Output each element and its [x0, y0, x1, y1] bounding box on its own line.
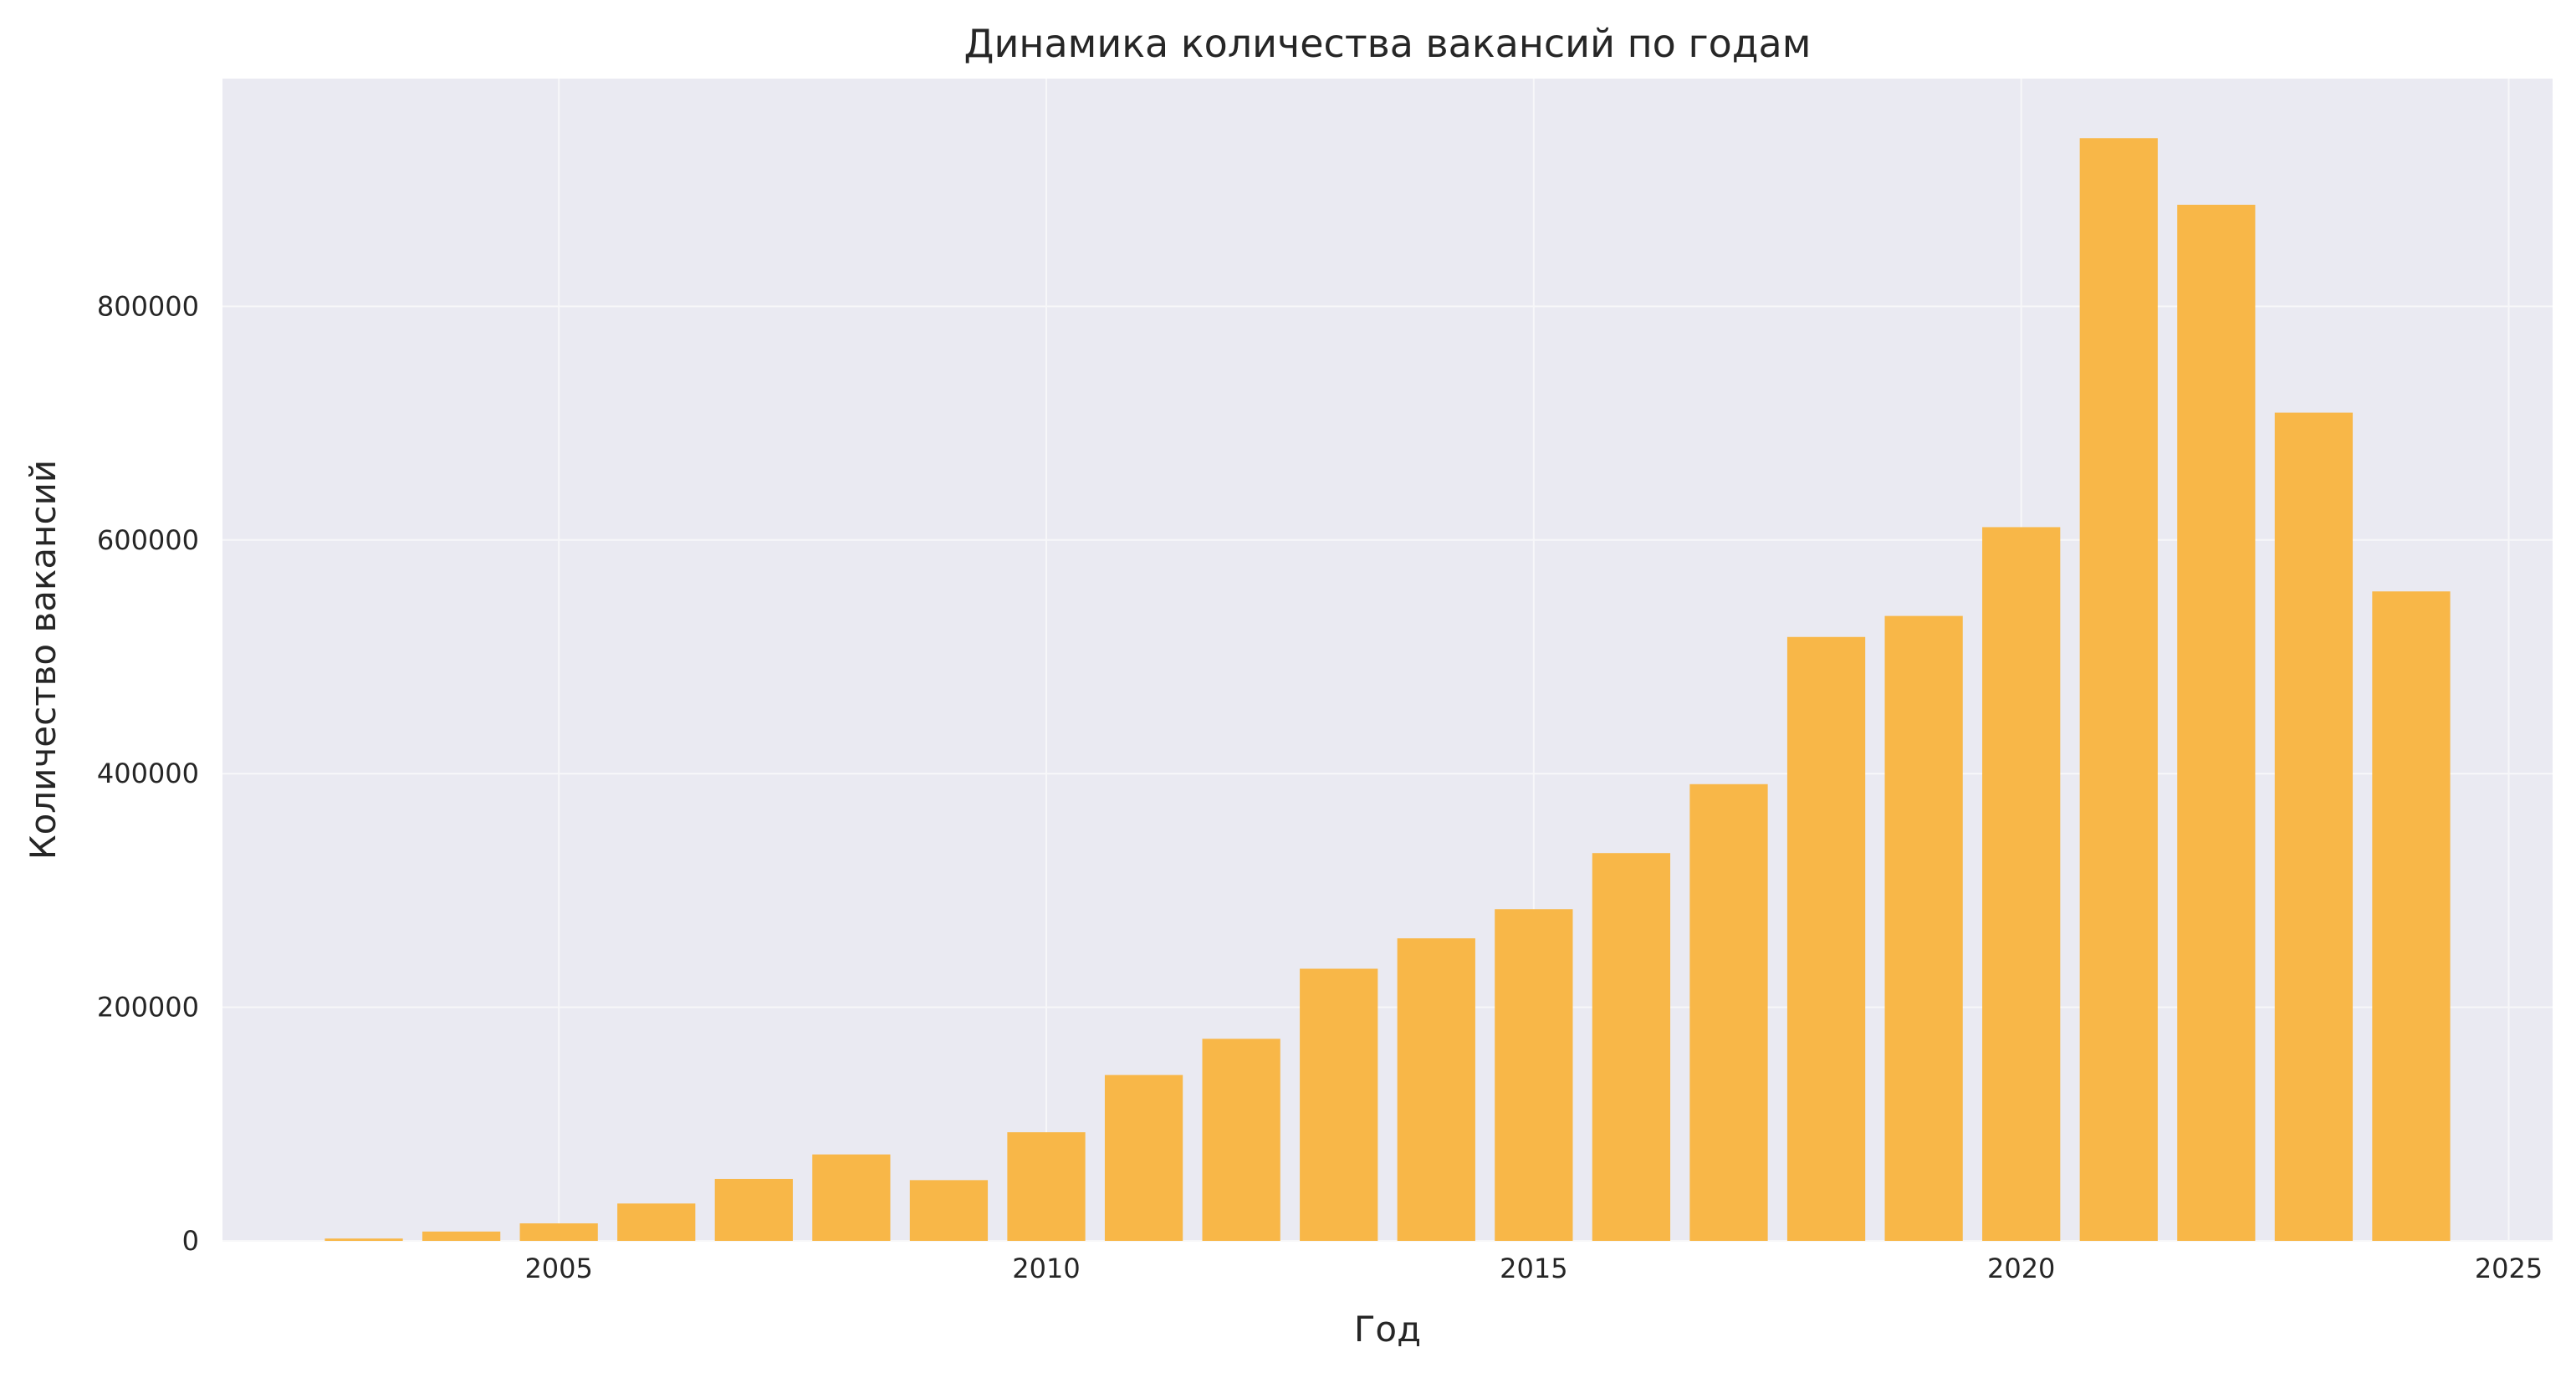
- bar-2005: [519, 1223, 598, 1241]
- bar-2017: [1689, 783, 1768, 1241]
- x-tick-label: 2020: [1987, 1253, 2055, 1284]
- bar-2010: [1007, 1132, 1086, 1241]
- x-axis-label: Год: [1354, 1309, 1421, 1350]
- bar-2021: [2079, 138, 2158, 1242]
- gridlines: [222, 79, 2553, 1242]
- x-tick-label: 2005: [524, 1253, 592, 1284]
- bar-2016: [1592, 853, 1671, 1241]
- bar-2023: [2274, 412, 2354, 1241]
- bar-2011: [1104, 1074, 1183, 1241]
- y-tick-label: 0: [182, 1225, 199, 1257]
- bar-2009: [909, 1180, 989, 1241]
- y-tick-label: 200000: [97, 992, 199, 1023]
- x-tick-labels: 2005 2010 2015 2020 2025: [524, 1253, 2543, 1284]
- x-tick-label: 2010: [1012, 1253, 1080, 1284]
- y-tick-label: 400000: [97, 758, 199, 789]
- bar-2004: [422, 1231, 501, 1241]
- y-tick-labels: 0 200000 400000 600000 800000: [97, 290, 199, 1257]
- y-axis-label: Количество вакансий: [23, 460, 64, 860]
- bar-2020: [1982, 527, 2061, 1241]
- y-tick-label: 600000: [97, 524, 199, 556]
- bar-2014: [1397, 938, 1475, 1241]
- bar-2008: [812, 1154, 891, 1241]
- y-tick-label: 800000: [97, 290, 199, 322]
- bar-2022: [2177, 204, 2256, 1241]
- bar-2006: [617, 1203, 696, 1241]
- bar-2003: [325, 1238, 403, 1241]
- x-tick-label: 2025: [2475, 1253, 2543, 1284]
- bar-2018: [1786, 636, 1866, 1241]
- bars: [325, 138, 2451, 1242]
- bar-2015: [1495, 909, 1573, 1241]
- bar-2007: [714, 1178, 793, 1241]
- bar-2024: [2372, 591, 2451, 1241]
- x-tick-label: 2015: [1500, 1253, 1567, 1284]
- bar-2012: [1202, 1039, 1280, 1241]
- chart-title: Динамика количества вакансий по годам: [964, 21, 1812, 66]
- plot-background: [222, 79, 2553, 1241]
- bar-2019: [1884, 615, 1963, 1241]
- bar-2013: [1300, 968, 1378, 1241]
